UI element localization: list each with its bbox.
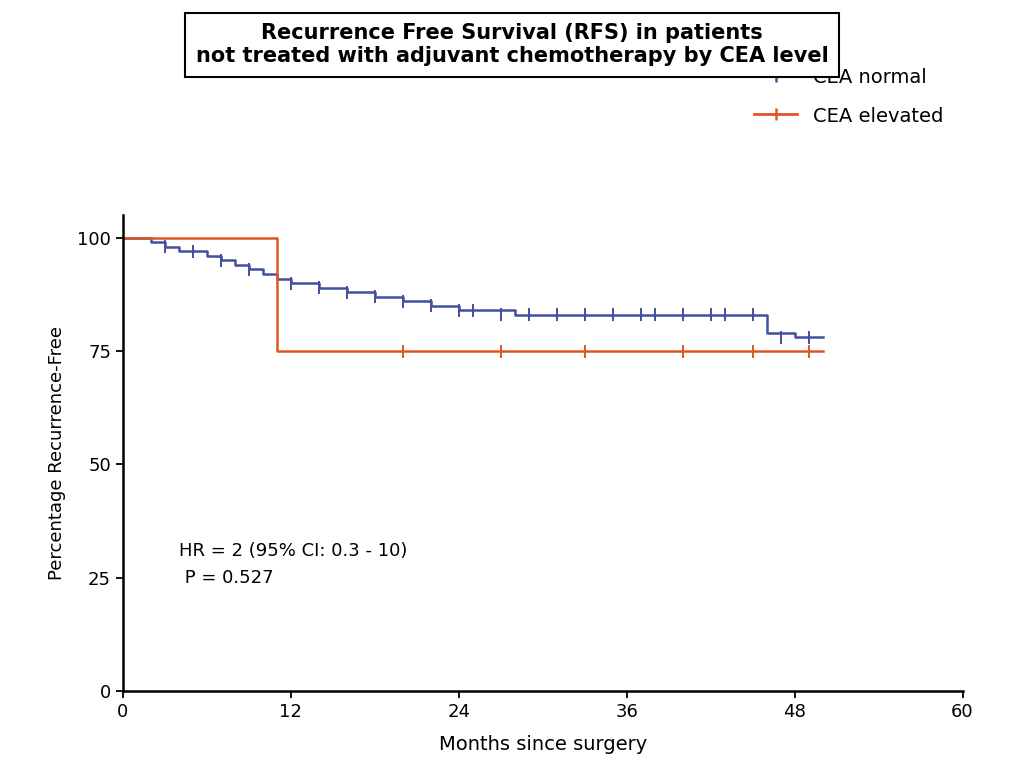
Text: Recurrence Free Survival (RFS) in patients
not treated with adjuvant chemotherap: Recurrence Free Survival (RFS) in patien… — [196, 23, 828, 66]
Y-axis label: Percentage Recurrence-Free: Percentage Recurrence-Free — [48, 326, 67, 580]
X-axis label: Months since surgery: Months since surgery — [438, 735, 647, 754]
Legend: CEA normal, CEA elevated: CEA normal, CEA elevated — [744, 58, 953, 136]
Text: HR = 2 (95% CI: 0.3 - 10)
 P = 0.527: HR = 2 (95% CI: 0.3 - 10) P = 0.527 — [179, 542, 408, 587]
